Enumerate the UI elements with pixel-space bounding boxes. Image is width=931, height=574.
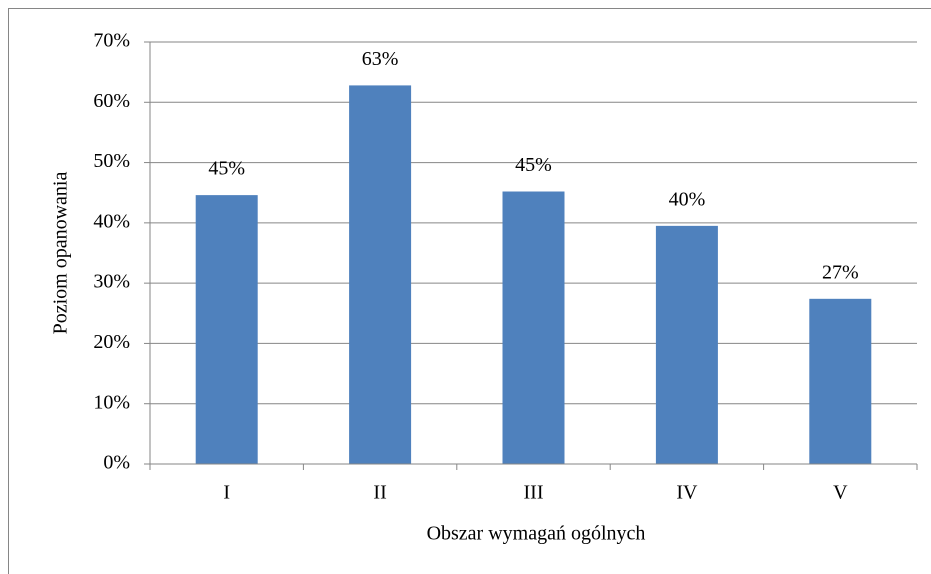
y-tick-label: 10% [93,391,130,413]
y-tick-label: 40% [93,210,130,232]
chart-frame [8,8,931,574]
value-label: 27% [822,261,859,283]
x-tick-label: III [524,482,544,504]
y-tick-label: 30% [93,271,130,293]
bar [349,85,412,465]
x-tick-label: I [223,482,230,504]
y-tick-label: 70% [93,30,130,52]
y-tick-label: 50% [93,150,130,172]
x-tick-label: V [833,482,848,504]
bar [655,225,718,464]
bar [195,195,258,464]
value-label: 45% [208,158,245,180]
value-label: 63% [362,48,399,70]
y-tick-label: 20% [93,331,130,353]
value-label: 40% [669,188,706,210]
x-axis-title: Obszar wymagań ogólnych [427,523,646,545]
y-tick-label: 0% [103,452,130,474]
bar [809,298,872,464]
y-tick-label: 60% [93,90,130,112]
bar [502,191,565,464]
y-axis-title: Poziom opanowania [50,172,72,335]
x-tick-label: IV [676,482,698,504]
x-tick-label: II [373,482,386,504]
value-label: 45% [515,154,552,176]
